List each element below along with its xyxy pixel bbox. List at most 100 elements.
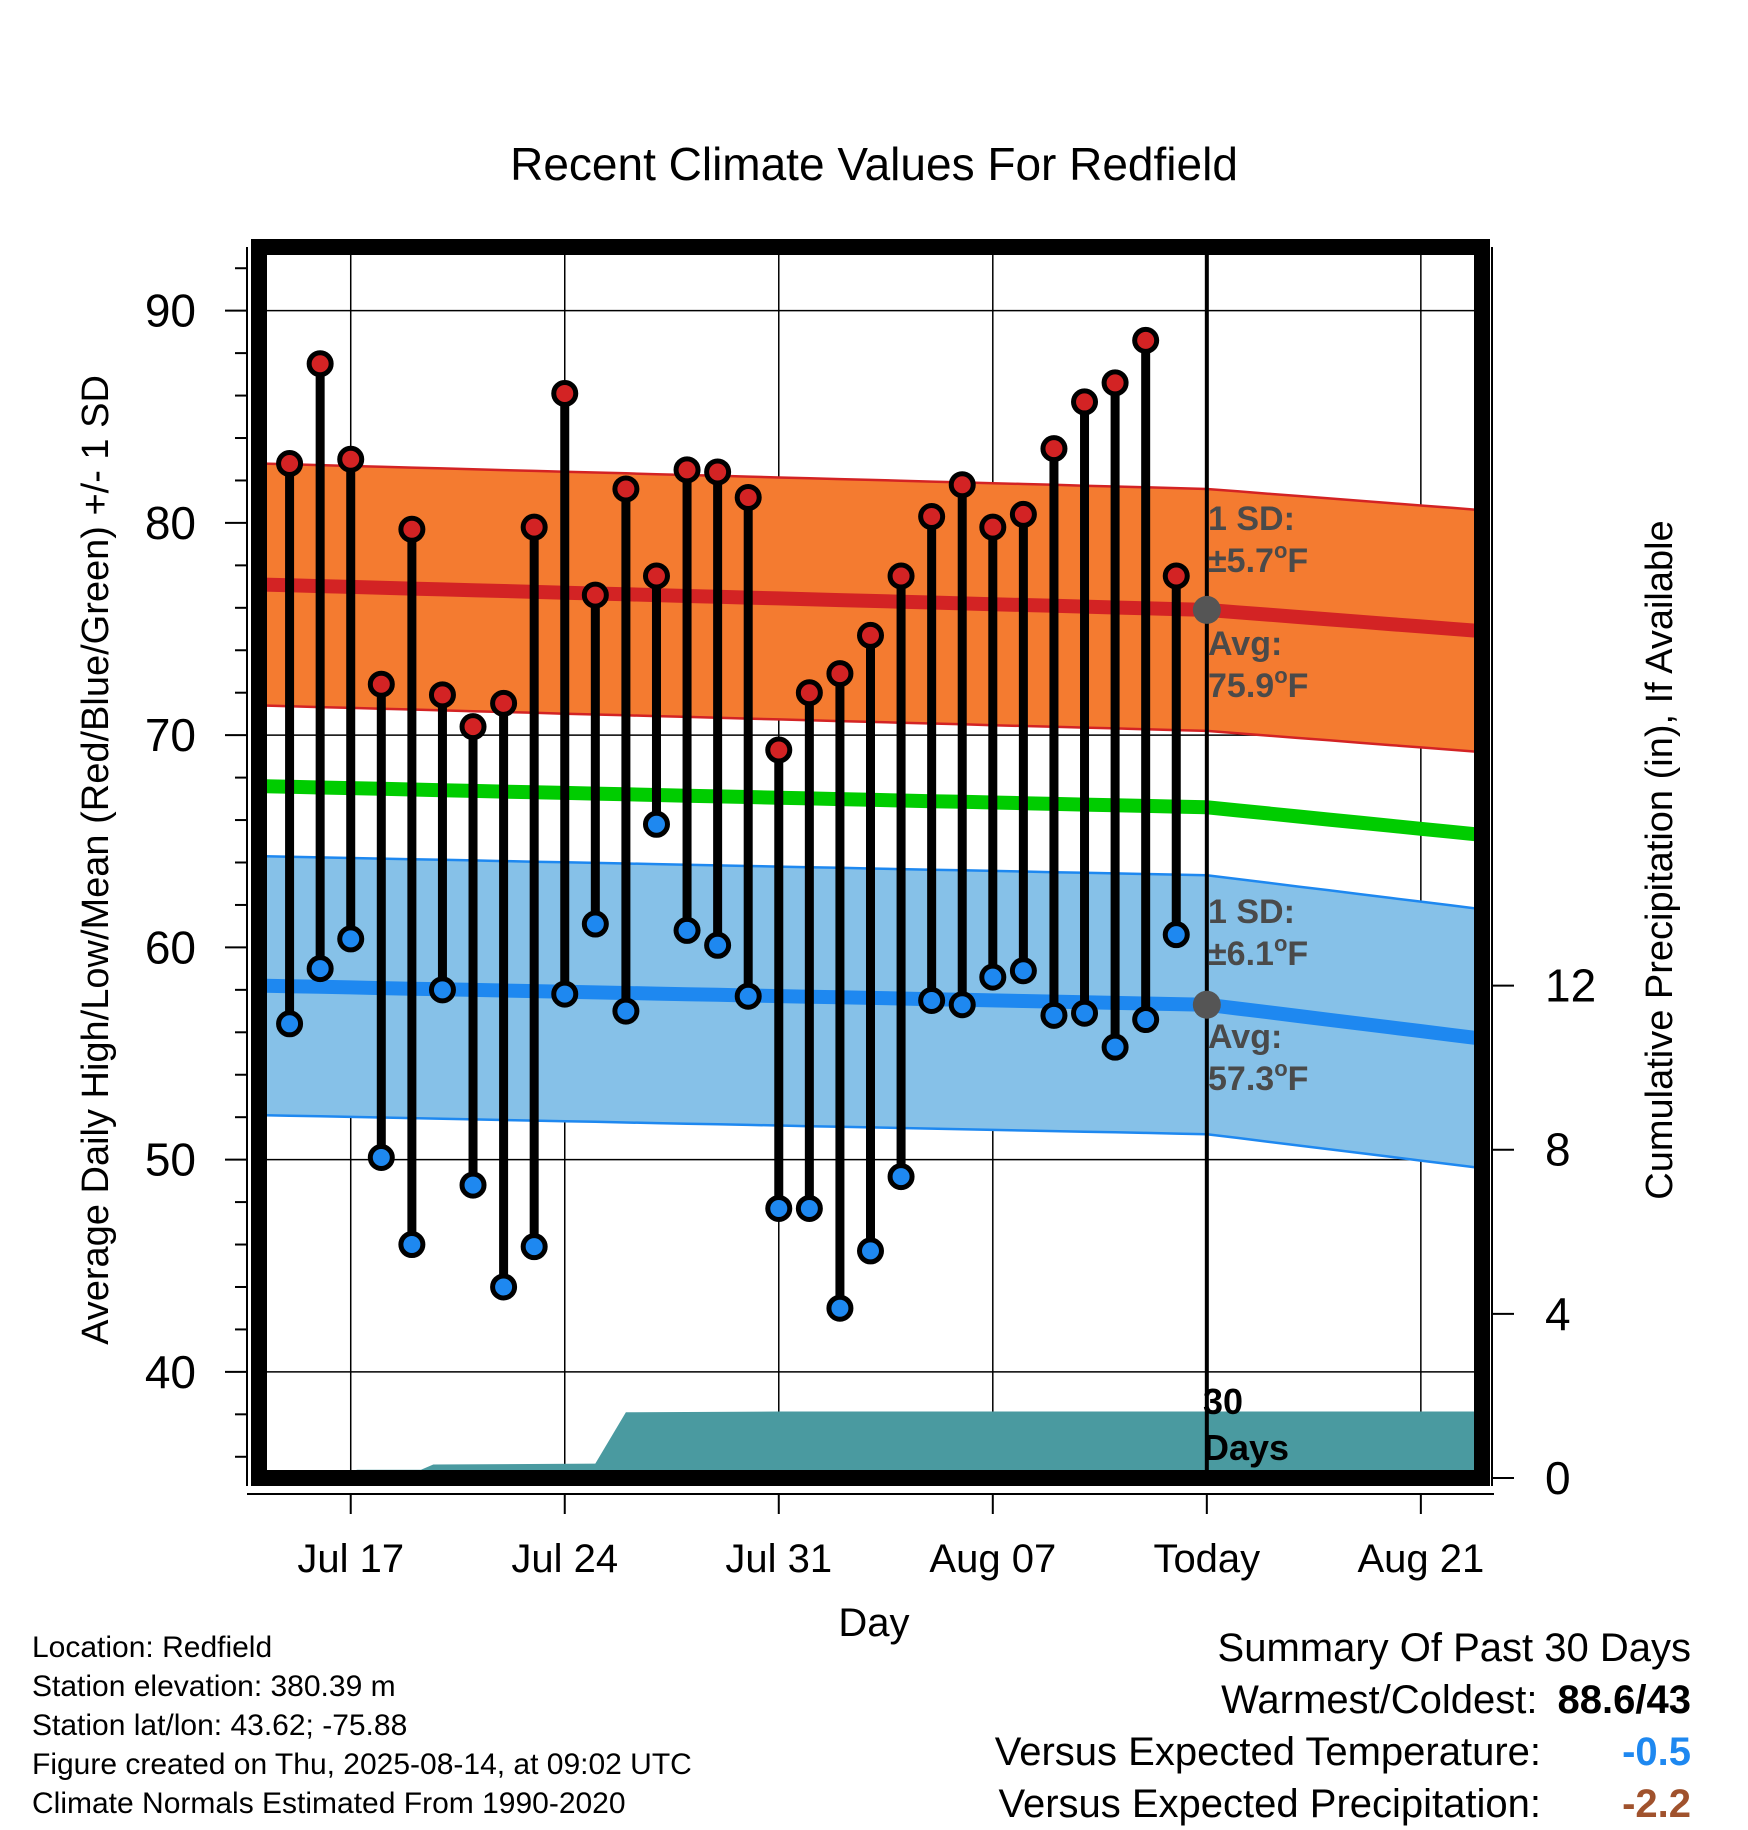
warmest-value: 88.6/43 <box>1557 1678 1691 1722</box>
daily-high-point <box>398 515 426 543</box>
y2-tick-label: 0 <box>1545 1452 1571 1504</box>
today-low-avg-marker <box>1192 990 1221 1019</box>
y2-tick-label: 4 <box>1545 1288 1571 1340</box>
daily-low-point <box>826 1294 854 1322</box>
daily-high-point <box>1071 388 1099 416</box>
y-tick-label: 60 <box>145 921 196 973</box>
high-avg-label-title: Avg: <box>1208 625 1282 663</box>
daily-low-point <box>551 980 579 1008</box>
chart-title: Recent Climate Values For Redfield <box>510 138 1238 190</box>
daily-low-point <box>276 1010 304 1038</box>
daily-high-point <box>551 379 579 407</box>
daily-low-point <box>979 963 1007 991</box>
x-tick-label: Jul 31 <box>725 1537 832 1581</box>
daily-low-point <box>1132 1006 1160 1034</box>
low-sd-label-title: 1 SD: <box>1208 893 1295 931</box>
plot-frame <box>251 239 1490 1486</box>
daily-high-point <box>918 503 946 531</box>
summary-title: Summary Of Past 30 Days <box>1217 1626 1691 1670</box>
temp-label: Versus Expected Temperature: <box>994 1730 1541 1774</box>
daily-high-point <box>367 670 395 698</box>
x-tick-label: Jul 17 <box>297 1537 404 1581</box>
y-axis-label: Average Daily High/Low/Mean (Red/Blue/Gr… <box>75 375 117 1345</box>
x-axis-label: Day <box>838 1601 909 1645</box>
daily-high-point <box>826 660 854 688</box>
normals-text: Climate Normals Estimated From 1990-2020 <box>32 1787 626 1820</box>
daily-high-point <box>337 445 365 473</box>
x-tick-label: Aug 07 <box>929 1537 1056 1581</box>
precip-area <box>259 1411 1482 1478</box>
daily-low-point <box>673 916 701 944</box>
daily-low-point <box>1162 921 1190 949</box>
daily-low-point <box>1040 1001 1068 1029</box>
daily-high-point <box>734 483 762 511</box>
y2-tick-label: 12 <box>1545 960 1596 1012</box>
daily-high-point <box>1162 562 1190 590</box>
y2-axis-label: Cumulative Precipitation (in), If Availa… <box>1639 520 1681 1199</box>
daily-low-point <box>490 1273 518 1301</box>
daily-low-point <box>795 1194 823 1222</box>
daily-high-point <box>704 458 732 486</box>
precip-days-label-text: Days <box>1203 1427 1289 1468</box>
daily-high-point <box>1009 500 1037 528</box>
y-tick-label: 80 <box>145 497 196 549</box>
daily-high-point <box>948 471 976 499</box>
daily-high-point <box>765 736 793 764</box>
elevation-text: Station elevation: 380.39 m <box>32 1670 396 1703</box>
y-tick-label: 50 <box>145 1134 196 1186</box>
daily-high-point <box>276 449 304 477</box>
daily-low-point <box>367 1144 395 1172</box>
location-text: Location: Redfield <box>32 1631 273 1664</box>
daily-low-point <box>1101 1033 1129 1061</box>
x-tick-label: Jul 24 <box>511 1537 618 1581</box>
daily-high-point <box>857 621 884 649</box>
summary-panel: Summary Of Past 30 Days Warmest/Coldest:… <box>995 1622 1691 1830</box>
low-sd-label-value: ±6.1oF <box>1208 931 1308 973</box>
daily-low-point <box>337 925 365 953</box>
y-tick-label: 40 <box>145 1346 196 1398</box>
station-info: Location: Redfield Station elevation: 38… <box>32 1628 692 1823</box>
high-sd-label-value: ±5.7oF <box>1208 538 1308 580</box>
daily-high-point <box>1132 326 1160 354</box>
daily-low-point <box>734 982 762 1010</box>
daily-high-point <box>887 562 915 590</box>
high-band-upper-edge <box>259 462 1482 512</box>
daily-high-point <box>979 513 1007 541</box>
daily-low-point <box>398 1231 426 1259</box>
axes: 40 50 60 70 80 90 0 4 8 12 Jul 17 Jul 24 Jul 31 Aug 0… <box>145 239 1596 1581</box>
y-tick-label: 90 <box>145 285 196 337</box>
daily-high-point <box>1040 435 1068 463</box>
daily-low-point <box>704 931 732 959</box>
low-avg-label-title: Avg: <box>1208 1018 1282 1056</box>
daily-high-point <box>673 456 701 484</box>
daily-low-point <box>1009 957 1037 985</box>
temp-value: -0.5 <box>1622 1730 1691 1774</box>
today-high-avg-marker <box>1192 595 1221 624</box>
created-text: Figure created on Thu, 2025-08-14, at 09… <box>32 1748 692 1781</box>
daily-high-point <box>306 350 334 378</box>
warmest-label: Warmest/Coldest: <box>1221 1678 1538 1722</box>
summary-temp-row: Versus Expected Temperature: -0.5 <box>995 1726 1691 1778</box>
daily-high-point <box>490 689 518 717</box>
daily-low-point <box>612 997 640 1025</box>
daily-low-point <box>581 910 609 938</box>
daily-high-point <box>1101 369 1129 397</box>
daily-low-point <box>428 976 456 1004</box>
daily-high-point <box>612 475 640 503</box>
daily-low-point <box>887 1163 915 1191</box>
daily-low-point <box>857 1237 884 1265</box>
precip-value: -2.2 <box>1622 1782 1691 1826</box>
precip-label: Versus Expected Precipitation: <box>998 1782 1541 1826</box>
daily-low-point <box>918 986 946 1014</box>
daily-low-point <box>948 991 976 1019</box>
high-avg-label-value: 75.9oF <box>1208 663 1308 705</box>
daily-high-point <box>428 681 456 709</box>
high-sd-label-title: 1 SD: <box>1208 500 1295 538</box>
daily-high-point <box>581 581 609 609</box>
y2-tick-label: 8 <box>1545 1124 1571 1176</box>
y-tick-label: 70 <box>145 709 196 761</box>
daily-high-point <box>642 562 670 590</box>
